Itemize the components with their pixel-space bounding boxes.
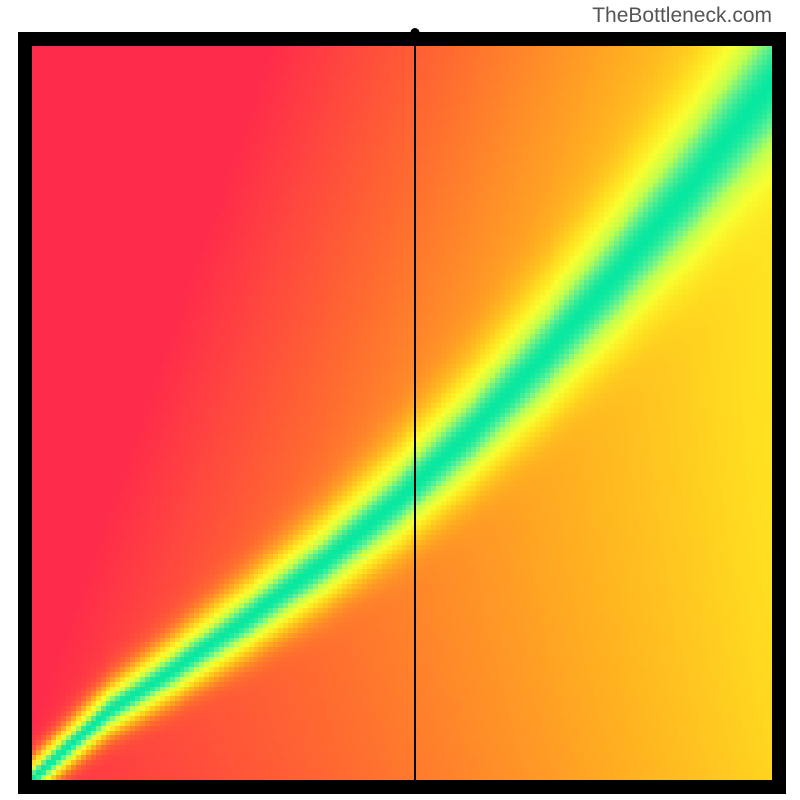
plot-area xyxy=(32,46,772,780)
plot-border xyxy=(18,32,786,794)
heatmap-canvas xyxy=(32,46,772,780)
vertical-reference-line xyxy=(414,32,416,794)
reference-marker xyxy=(410,28,419,37)
attribution-text: TheBottleneck.com xyxy=(592,4,772,28)
